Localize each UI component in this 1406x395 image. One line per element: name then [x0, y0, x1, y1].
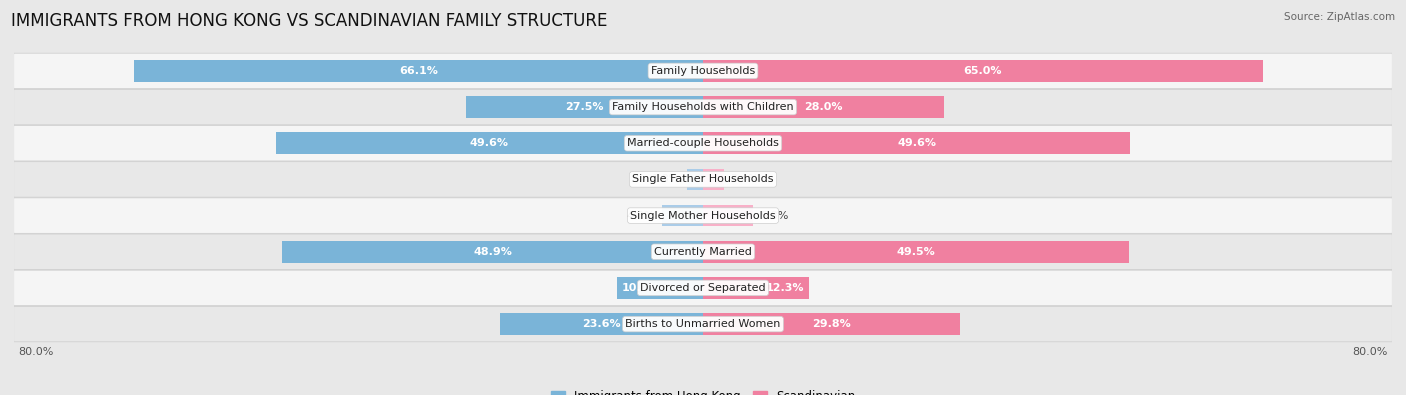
FancyBboxPatch shape [14, 198, 1392, 233]
Text: 23.6%: 23.6% [582, 319, 620, 329]
FancyBboxPatch shape [14, 270, 1392, 306]
Bar [662, 205, 703, 226]
FancyBboxPatch shape [14, 234, 1392, 269]
Text: 5.8%: 5.8% [759, 211, 789, 220]
FancyBboxPatch shape [14, 162, 1392, 197]
Bar [703, 96, 945, 118]
Text: Married-couple Households: Married-couple Households [627, 138, 779, 148]
Text: 29.8%: 29.8% [811, 319, 851, 329]
Bar [617, 277, 703, 299]
Text: Family Households: Family Households [651, 66, 755, 76]
Text: 2.4%: 2.4% [731, 175, 759, 184]
Text: 12.3%: 12.3% [766, 283, 804, 293]
Text: Currently Married: Currently Married [654, 247, 752, 257]
FancyBboxPatch shape [14, 307, 1392, 342]
Bar [703, 241, 1129, 263]
Text: Single Father Households: Single Father Households [633, 175, 773, 184]
Bar [703, 132, 1130, 154]
Bar [276, 132, 703, 154]
Text: Single Mother Households: Single Mother Households [630, 211, 776, 220]
Bar [703, 169, 724, 190]
Text: 49.6%: 49.6% [897, 138, 936, 148]
Bar [499, 313, 703, 335]
Text: 10.0%: 10.0% [621, 283, 659, 293]
Text: 65.0%: 65.0% [963, 66, 1002, 76]
Text: 1.8%: 1.8% [652, 175, 681, 184]
FancyBboxPatch shape [14, 126, 1392, 161]
FancyBboxPatch shape [14, 89, 1392, 125]
Text: Births to Unmarried Women: Births to Unmarried Women [626, 319, 780, 329]
Text: 48.9%: 48.9% [472, 247, 512, 257]
FancyBboxPatch shape [14, 53, 1392, 88]
Text: IMMIGRANTS FROM HONG KONG VS SCANDINAVIAN FAMILY STRUCTURE: IMMIGRANTS FROM HONG KONG VS SCANDINAVIA… [11, 12, 607, 30]
Text: Family Households with Children: Family Households with Children [612, 102, 794, 112]
Bar [703, 313, 960, 335]
Bar [134, 60, 703, 82]
Text: 4.8%: 4.8% [626, 211, 655, 220]
Text: 49.6%: 49.6% [470, 138, 509, 148]
Bar [467, 96, 703, 118]
Bar [703, 277, 808, 299]
Text: 27.5%: 27.5% [565, 102, 603, 112]
Legend: Immigrants from Hong Kong, Scandinavian: Immigrants from Hong Kong, Scandinavian [546, 385, 860, 395]
Bar [688, 169, 703, 190]
Text: 80.0%: 80.0% [1353, 346, 1388, 357]
Bar [281, 241, 703, 263]
Text: 28.0%: 28.0% [804, 102, 842, 112]
Text: Divorced or Separated: Divorced or Separated [640, 283, 766, 293]
Text: 66.1%: 66.1% [399, 66, 437, 76]
Text: 80.0%: 80.0% [18, 346, 53, 357]
Bar [703, 60, 1263, 82]
Text: Source: ZipAtlas.com: Source: ZipAtlas.com [1284, 12, 1395, 22]
Bar [703, 205, 754, 226]
Text: 49.5%: 49.5% [897, 247, 935, 257]
